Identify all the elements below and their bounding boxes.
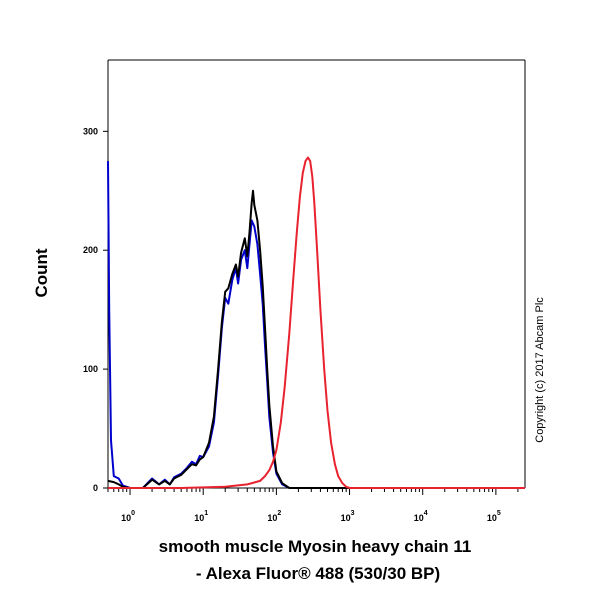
y-axis-title: Count xyxy=(32,248,51,297)
y-tick-label: 100 xyxy=(83,364,98,374)
plot-frame xyxy=(107,59,526,489)
x-tick-label: 105 xyxy=(487,510,501,523)
x-tick-label: 101 xyxy=(194,510,208,523)
x-axis-ticks: 100 101 102 103 104 105 xyxy=(107,488,519,523)
series-line-2 xyxy=(107,189,525,489)
x-tick-label: 103 xyxy=(341,510,355,523)
y-tick-label: 300 xyxy=(83,126,98,136)
x-tick-label: 104 xyxy=(414,510,428,523)
x-axis-title-line-1: smooth muscle Myosin heavy chain 11 xyxy=(159,537,472,556)
y-tick-label: 0 xyxy=(93,483,98,493)
series-line-3 xyxy=(108,156,525,489)
x-tick-label: 102 xyxy=(267,510,281,523)
series-line-1 xyxy=(107,161,525,489)
copyright-notice: Copyright (c) 2017 Abcam Plc xyxy=(534,297,546,443)
histogram-series xyxy=(107,156,525,489)
y-tick-label: 200 xyxy=(83,245,98,255)
x-tick-label: 100 xyxy=(121,510,135,523)
y-axis-ticks: 0 100 200 300 xyxy=(83,126,108,493)
x-axis-title-line-2: - Alexa Fluor® 488 (530/30 BP) xyxy=(196,564,440,583)
